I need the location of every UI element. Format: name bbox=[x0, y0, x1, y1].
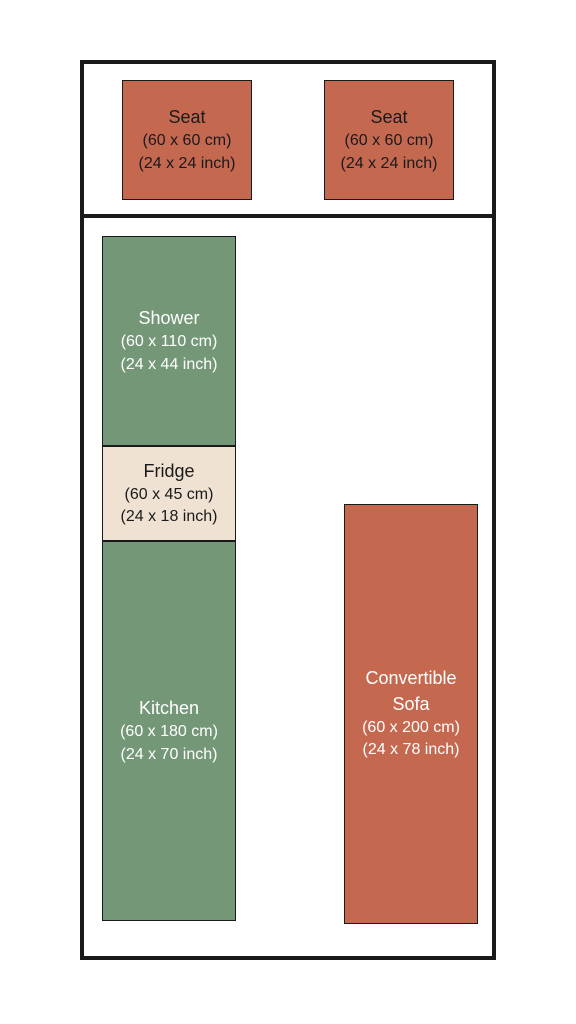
seat-right-block: Seat (60 x 60 cm) (24 x 24 inch) bbox=[324, 80, 454, 200]
sofa-dim-cm: (60 x 200 cm) bbox=[362, 717, 460, 739]
shower-block: Shower (60 x 110 cm) (24 x 44 inch) bbox=[102, 236, 236, 446]
shower-dim-cm: (60 x 110 cm) bbox=[121, 331, 218, 353]
sofa-block: Convertible Sofa (60 x 200 cm) (24 x 78 … bbox=[344, 504, 478, 924]
seat-right-dim-inch: (24 x 24 inch) bbox=[341, 153, 438, 175]
shower-title: Shower bbox=[138, 306, 199, 331]
kitchen-title: Kitchen bbox=[139, 696, 199, 721]
seat-right-dim-cm: (60 x 60 cm) bbox=[345, 130, 434, 152]
floor-plan-frame: Seat (60 x 60 cm) (24 x 24 inch) Seat (6… bbox=[80, 60, 496, 960]
sofa-dim-inch: (24 x 78 inch) bbox=[363, 739, 460, 761]
fridge-dim-cm: (60 x 45 cm) bbox=[125, 484, 214, 506]
fridge-title: Fridge bbox=[143, 459, 194, 484]
fridge-dim-inch: (24 x 18 inch) bbox=[121, 506, 218, 528]
kitchen-dim-cm: (60 x 180 cm) bbox=[120, 721, 218, 743]
fridge-block: Fridge (60 x 45 cm) (24 x 18 inch) bbox=[102, 446, 236, 541]
sofa-title: Convertible Sofa bbox=[345, 666, 477, 716]
shower-dim-inch: (24 x 44 inch) bbox=[121, 354, 218, 376]
cab-divider bbox=[80, 214, 496, 218]
seat-left-dim-cm: (60 x 60 cm) bbox=[143, 130, 232, 152]
seat-right-title: Seat bbox=[370, 105, 407, 130]
seat-left-dim-inch: (24 x 24 inch) bbox=[139, 153, 236, 175]
kitchen-block: Kitchen (60 x 180 cm) (24 x 70 inch) bbox=[102, 541, 236, 921]
seat-left-title: Seat bbox=[168, 105, 205, 130]
seat-left-block: Seat (60 x 60 cm) (24 x 24 inch) bbox=[122, 80, 252, 200]
kitchen-dim-inch: (24 x 70 inch) bbox=[121, 744, 218, 766]
